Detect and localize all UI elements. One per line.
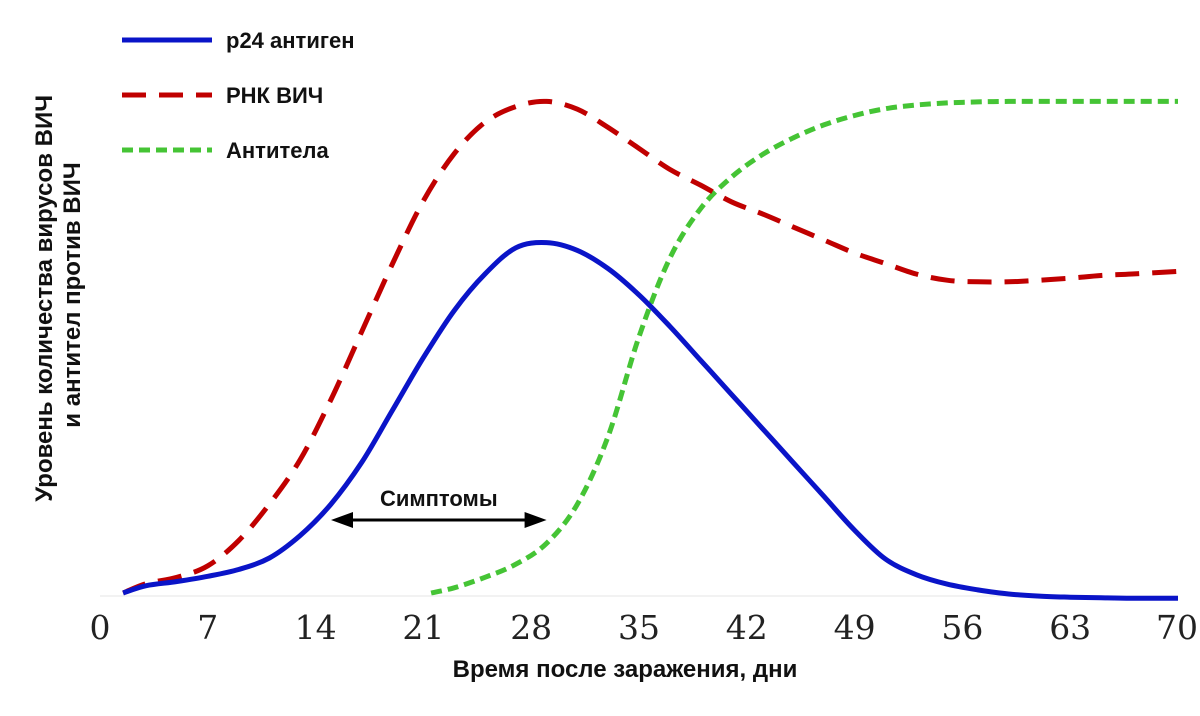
x-axis-title: Время после заражения, дни [453, 656, 798, 683]
legend-item-p24-antigen: p24 антиген [122, 28, 355, 53]
x-tick-label: 70 [1156, 608, 1198, 647]
series-line-rnk-vich [122, 98, 1179, 596]
x-tick-label: 56 [941, 608, 983, 647]
x-tick-label: 14 [295, 608, 337, 647]
y-axis-title-line-1: Уровень количества вирусов ВИЧ [31, 95, 58, 502]
x-tick-label: 0 [90, 608, 111, 647]
legend: p24 антиген РНК ВИЧ Антитела [122, 28, 355, 163]
symptoms-annotation: Симптомы [331, 486, 547, 528]
symptoms-arrow-head-left [331, 512, 353, 528]
legend-item-antitela: Антитела [122, 138, 329, 163]
x-tick-label: 28 [510, 608, 552, 647]
y-axis-title-line-2: и антител против ВИЧ [59, 162, 86, 427]
symptoms-arrow-head-right [524, 512, 547, 528]
x-tick-label: 35 [618, 608, 660, 647]
symptoms-label: Симптомы [380, 486, 498, 511]
series-layer [122, 98, 1179, 601]
x-tick-label: 21 [402, 608, 444, 647]
legend-label: РНК ВИЧ [226, 83, 323, 108]
legend-label: Антитела [226, 138, 329, 163]
series-line-antitela [430, 98, 1178, 596]
x-tick-label: 63 [1049, 608, 1091, 647]
x-tick-label: 7 [197, 608, 218, 647]
legend-item-rnk-vich: РНК ВИЧ [122, 83, 323, 108]
plot-background [100, 0, 1180, 600]
series-line-p24-antigen [122, 239, 1179, 601]
x-tick-label: 49 [834, 608, 876, 647]
x-tick-labels: 0 7 14 21 28 35 42 49 56 63 70 [90, 608, 1199, 647]
y-axis-title: Уровень количества вирусов ВИЧ и антител… [31, 88, 86, 501]
x-tick-label: 42 [726, 608, 768, 647]
legend-label: p24 антиген [226, 28, 355, 53]
